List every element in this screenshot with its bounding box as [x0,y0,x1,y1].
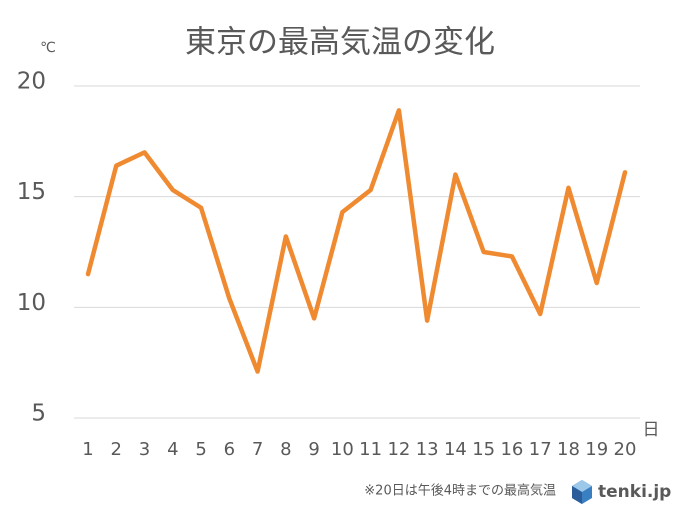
x-tick-label: 1 [82,439,93,460]
x-unit: 日 [643,420,660,440]
x-tick-label: 17 [529,439,552,460]
x-tick-label: 5 [195,439,206,460]
logo-text: tenki.jp [598,482,671,502]
chart-title: 東京の最高気温の変化 [185,25,495,61]
x-tick-label: 16 [500,439,523,460]
x-tick-label: 19 [585,439,608,460]
note: ※20日は午後4時までの最高気温 [364,483,556,499]
x-tick-label: 11 [359,439,382,460]
x-tick-label: 15 [472,439,495,460]
x-tick-label: 8 [280,439,291,460]
x-tick-label: 4 [167,439,178,460]
y-tick-label: 20 [17,69,46,95]
logo-icon [572,480,592,504]
y-tick-label: 5 [31,401,46,427]
x-tick-label: 14 [444,439,467,460]
y-tick-label: 10 [17,290,46,316]
x-tick-label: 3 [139,439,150,460]
x-tick-label: 12 [387,439,410,460]
x-tick-label: 13 [416,439,439,460]
x-tick-label: 6 [224,439,235,460]
x-tick-label: 7 [252,439,263,460]
y-tick-label: 15 [17,179,46,205]
data-line [85,108,628,374]
y-unit: ℃ [40,40,56,56]
x-tick-label: 2 [111,439,122,460]
x-tick-label: 10 [331,439,354,460]
x-tick-label: 9 [308,439,319,460]
x-tick-label: 20 [614,439,637,460]
x-tick-label: 18 [557,439,580,460]
